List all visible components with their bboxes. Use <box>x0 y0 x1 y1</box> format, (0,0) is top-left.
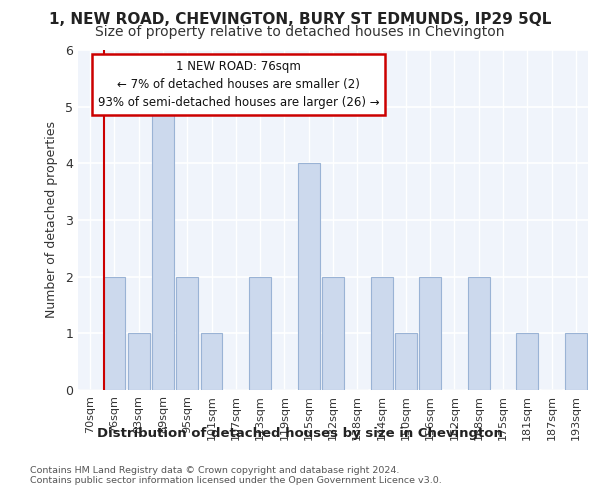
Bar <box>104 276 125 390</box>
Bar <box>152 106 174 390</box>
Bar <box>128 334 149 390</box>
Bar <box>298 164 320 390</box>
Bar <box>468 276 490 390</box>
Bar <box>322 276 344 390</box>
Bar <box>395 334 417 390</box>
Bar <box>565 334 587 390</box>
Bar <box>176 276 198 390</box>
Text: 1 NEW ROAD: 76sqm
← 7% of detached houses are smaller (2)
93% of semi-detached h: 1 NEW ROAD: 76sqm ← 7% of detached house… <box>98 60 379 109</box>
Bar <box>200 334 223 390</box>
Text: Contains public sector information licensed under the Open Government Licence v3: Contains public sector information licen… <box>30 476 442 485</box>
Y-axis label: Number of detached properties: Number of detached properties <box>45 122 58 318</box>
Bar <box>419 276 441 390</box>
Bar <box>249 276 271 390</box>
Text: 1, NEW ROAD, CHEVINGTON, BURY ST EDMUNDS, IP29 5QL: 1, NEW ROAD, CHEVINGTON, BURY ST EDMUNDS… <box>49 12 551 28</box>
Text: Distribution of detached houses by size in Chevington: Distribution of detached houses by size … <box>97 428 503 440</box>
Text: Contains HM Land Registry data © Crown copyright and database right 2024.: Contains HM Land Registry data © Crown c… <box>30 466 400 475</box>
Bar <box>371 276 392 390</box>
Bar <box>517 334 538 390</box>
Text: Size of property relative to detached houses in Chevington: Size of property relative to detached ho… <box>95 25 505 39</box>
